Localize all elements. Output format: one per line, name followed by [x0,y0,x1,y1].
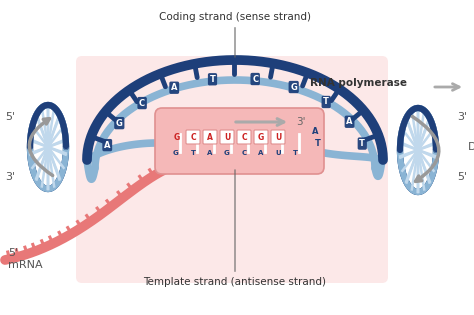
Text: DNA: DNA [468,142,474,152]
FancyBboxPatch shape [271,130,285,144]
Text: U: U [275,133,281,141]
Text: C: C [139,99,145,108]
Text: RNA polymerase: RNA polymerase [310,78,407,88]
FancyBboxPatch shape [220,130,234,144]
Text: U: U [275,150,281,156]
Text: C: C [190,133,196,141]
Text: A: A [207,150,213,156]
Text: G: G [224,150,230,156]
Text: G: G [290,83,297,92]
FancyBboxPatch shape [237,130,251,144]
Text: G: G [174,133,180,141]
Text: 3': 3' [457,112,467,122]
Text: T: T [210,75,216,84]
Text: 5': 5' [457,172,467,182]
Text: 5': 5' [8,248,18,258]
Text: C: C [241,133,247,141]
Text: T: T [323,97,329,106]
Text: A: A [312,128,318,136]
FancyBboxPatch shape [254,130,268,144]
Text: Template strand (antisense strand): Template strand (antisense strand) [144,170,327,287]
Text: T: T [359,139,365,148]
Text: T: T [292,150,298,156]
Text: A: A [207,133,213,141]
Text: 3': 3' [5,172,15,182]
FancyBboxPatch shape [186,130,200,144]
Text: Coding strand (sense strand): Coding strand (sense strand) [159,12,311,57]
Text: T: T [315,140,321,148]
Text: C: C [252,75,258,83]
Text: A: A [346,117,353,126]
Text: A: A [258,150,264,156]
Text: mRNA: mRNA [8,260,43,270]
FancyBboxPatch shape [155,108,324,174]
Text: G: G [116,119,123,128]
Text: G: G [173,150,179,156]
Text: C: C [241,150,246,156]
Text: A: A [171,83,177,92]
FancyBboxPatch shape [76,56,388,283]
Text: T: T [191,150,195,156]
FancyBboxPatch shape [203,130,217,144]
Text: G: G [258,133,264,141]
Text: A: A [104,140,110,150]
Text: 3': 3' [296,117,306,127]
Text: 5': 5' [5,112,15,122]
Text: U: U [224,133,230,141]
